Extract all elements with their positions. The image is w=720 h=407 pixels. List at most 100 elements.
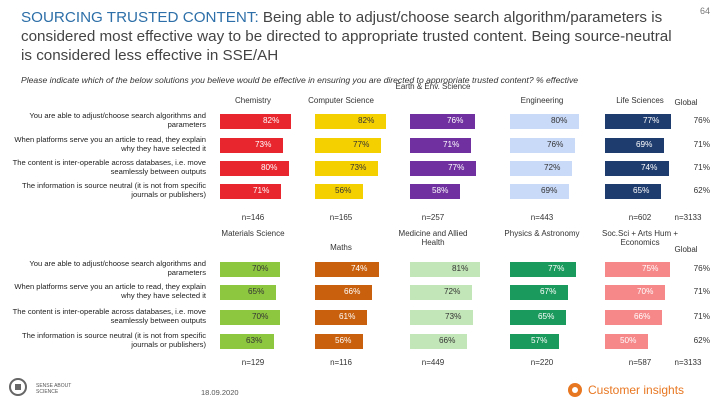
bar-value-label: 77% [353,140,370,149]
bar-cell: 72% [410,285,496,300]
bar [315,310,367,325]
bar [410,334,467,349]
bar [510,161,572,176]
bar [220,334,274,349]
global-value: 71% [693,312,710,321]
bar [220,161,289,176]
bar-value-label: 70% [637,287,654,296]
bar-value-label: 77% [548,264,565,273]
bar [220,285,276,300]
bar [605,334,648,349]
global-value: 71% [693,287,710,296]
sample-size-label: n=602 [628,213,652,222]
bar [510,334,559,349]
bar-value-label: 58% [432,186,449,195]
row-label: The content is inter-operable across dat… [12,158,206,176]
bar-value-label: 63% [246,336,263,345]
bar [410,114,475,129]
global-value: 71% [693,140,710,149]
bar [510,114,579,129]
customer-insights-logo-icon [568,383,582,397]
sense-about-science-logo-text: SENSE ABOUT SCIENCE [36,383,72,395]
global-header: Global [674,98,698,107]
bar [510,184,569,199]
bar [315,334,363,349]
bar-cell: 73% [315,161,401,176]
bar-value-label: 65% [248,287,265,296]
bar-value-label: 56% [335,336,352,345]
bar-value-label: 70% [252,264,269,273]
series-header: Engineering [520,96,564,105]
bar-cell: 69% [605,138,691,153]
bar-cell: 66% [315,285,401,300]
global-value: 62% [693,186,710,195]
bar [605,285,665,300]
row-label: You are able to adjust/choose search alg… [29,259,206,277]
series-header: Materials Science [221,229,285,238]
sample-size-label: n=146 [241,213,265,222]
bar-cell: 80% [510,114,596,129]
bar-cell: 82% [315,114,401,129]
bar-cell: 77% [605,114,691,129]
bar-cell: 61% [315,310,401,325]
bar [220,138,283,153]
bar-value-label: 77% [643,116,660,125]
bar-value-label: 75% [642,264,659,273]
bar [220,262,280,277]
bar [605,138,664,153]
bar-cell: 73% [220,138,306,153]
bar [315,285,372,300]
global-value: 71% [693,163,710,172]
global-value: 62% [693,336,710,345]
bar [605,310,662,325]
bar-cell: 50% [605,334,691,349]
bar-value-label: 73% [255,140,272,149]
bar-cell: 70% [220,262,306,277]
bar-value-label: 72% [444,287,461,296]
row-label: The information is source neutral (it is… [21,331,206,349]
bar-value-label: 56% [335,186,352,195]
bar-cell: 66% [410,334,496,349]
bar-value-label: 65% [538,312,555,321]
bar-value-label: 57% [531,336,548,345]
row-label: The information is source neutral (it is… [21,181,206,199]
bar-cell: 80% [220,161,306,176]
bar-value-label: 81% [452,264,469,273]
bar-value-label: 66% [439,336,456,345]
bar-cell: 65% [605,184,691,199]
series-header: Life Sciences [616,96,664,105]
bar [510,285,568,300]
bar-value-label: 66% [634,312,651,321]
bar-value-label: 67% [540,287,557,296]
bar-value-label: 73% [350,163,367,172]
bar [410,184,460,199]
bar-cell: 77% [315,138,401,153]
bar-value-label: 73% [445,312,462,321]
bar-cell: 74% [315,262,401,277]
bar-value-label: 82% [263,116,280,125]
title-lead: SOURCING TRUSTED CONTENT: [21,9,259,26]
row-label: You are able to adjust/choose search alg… [29,111,206,129]
bar [605,114,671,129]
bar-value-label: 61% [339,312,356,321]
bar-value-label: 71% [253,186,270,195]
bar-value-label: 69% [541,186,558,195]
global-value: 76% [693,116,710,125]
bar-value-label: 50% [620,336,637,345]
bar-cell: 76% [510,138,596,153]
sense-about-science-logo: SENSE ABOUT SCIENCE [6,376,96,402]
sample-size-label: n=165 [329,213,353,222]
bar [315,184,363,199]
bar-cell: 69% [510,184,596,199]
bar [410,285,472,300]
bar-cell: 57% [510,334,596,349]
series-header: Physics & Astronomy [504,229,580,238]
customer-insights-logo: Customer insights [566,380,716,402]
bar-value-label: 77% [448,163,465,172]
bar-cell: 70% [605,285,691,300]
bar-value-label: 70% [252,312,269,321]
bar [410,161,476,176]
sample-size-label: n=257 [421,213,445,222]
bar-value-label: 76% [447,116,464,125]
sample-size-label: n=129 [241,358,265,367]
